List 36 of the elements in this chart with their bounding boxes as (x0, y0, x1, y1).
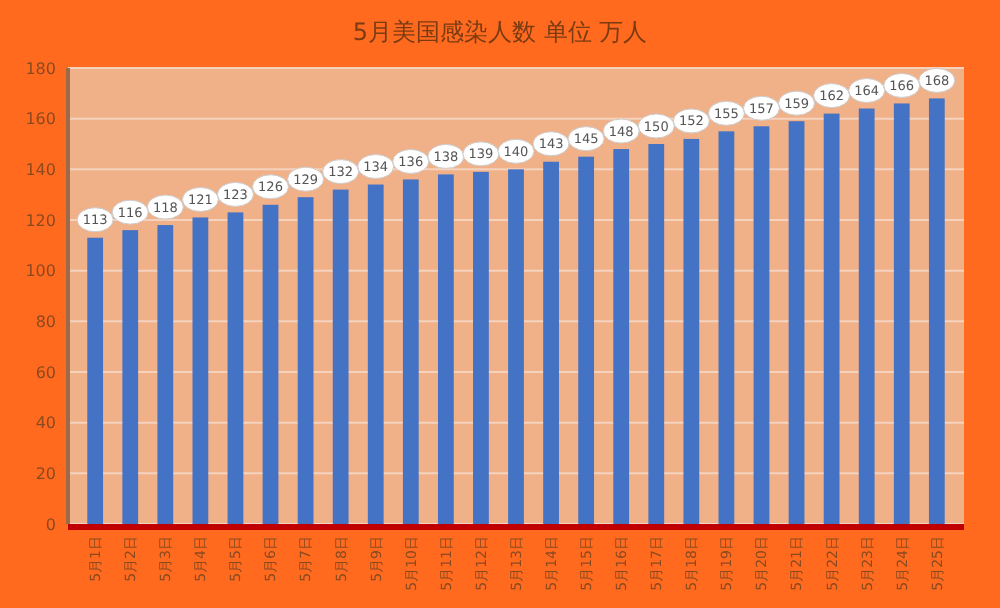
bar (823, 113, 840, 524)
y-tick-label: 140 (25, 160, 56, 179)
bar (858, 108, 875, 524)
y-tick-label: 100 (25, 262, 56, 281)
y-tick-label: 60 (35, 363, 56, 382)
chart-title: 5月美国感染人数 单位 万人 (352, 18, 648, 46)
bar (473, 171, 489, 524)
bar (367, 184, 384, 524)
y-tick-label: 20 (35, 464, 56, 483)
bar (437, 174, 454, 524)
bar (402, 179, 419, 524)
y-tick-label: 40 (35, 414, 56, 433)
bar (262, 204, 279, 524)
y-tick-label: 180 (25, 59, 56, 78)
bar (753, 126, 770, 524)
bar (578, 156, 595, 524)
bar (87, 237, 104, 524)
bar (893, 103, 910, 524)
y-tick-label: 160 (25, 110, 56, 129)
bar (122, 230, 139, 524)
bar (157, 225, 174, 524)
bar (928, 98, 945, 524)
bar (648, 144, 665, 524)
bar (543, 161, 559, 524)
bar (613, 149, 630, 524)
bar (683, 138, 700, 524)
y-tick-label: 0 (45, 515, 56, 534)
y-tick-label: 80 (35, 312, 56, 331)
bar (297, 197, 314, 524)
bar (788, 121, 805, 524)
bar (508, 169, 524, 524)
bar (332, 189, 349, 524)
bar (227, 212, 244, 524)
bar (192, 217, 209, 524)
bar (718, 131, 735, 524)
y-tick-label: 120 (25, 211, 56, 230)
